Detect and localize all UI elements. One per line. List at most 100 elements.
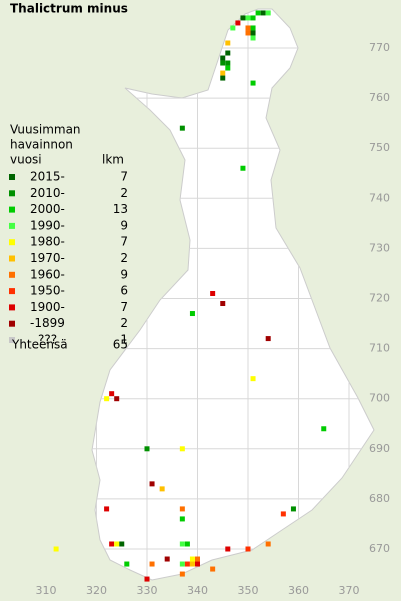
observation-square — [220, 60, 226, 66]
observation-square — [210, 290, 216, 296]
legend-count: 9 — [120, 267, 128, 281]
observation-square — [179, 446, 185, 452]
observation-square — [290, 506, 296, 512]
observation-square — [225, 60, 231, 66]
y-tick-label: 680 — [369, 492, 390, 505]
observation-square — [184, 541, 190, 547]
observation-square — [159, 486, 165, 492]
observation-square — [230, 25, 236, 31]
legend-swatch — [9, 337, 15, 343]
observation-square — [225, 50, 231, 56]
observation-square — [189, 561, 195, 567]
observations — [53, 10, 327, 582]
observation-square — [149, 481, 155, 487]
observation-square — [250, 25, 256, 31]
observation-square — [245, 30, 251, 36]
y-tick-label: 740 — [369, 191, 390, 204]
total-label: Yhteensä — [11, 338, 68, 352]
legend-heading: havainnon — [10, 138, 73, 152]
observation-square — [250, 35, 256, 41]
observation-square — [179, 571, 185, 577]
observation-square — [179, 561, 185, 567]
observation-square — [109, 541, 115, 547]
observation-square — [225, 40, 231, 46]
observation-square — [245, 546, 251, 552]
observation-square — [321, 426, 327, 432]
y-tick-label: 710 — [369, 342, 390, 355]
observation-square — [220, 301, 226, 307]
observation-square — [265, 10, 271, 16]
observation-square — [104, 506, 110, 512]
observation-square — [53, 546, 59, 552]
observation-square — [114, 396, 120, 402]
legend-label: 1970- — [30, 251, 65, 265]
map-title: Thalictrum minus — [10, 2, 128, 16]
legend-swatch — [9, 174, 15, 180]
observation-square — [149, 561, 155, 567]
x-tick-label: 370 — [339, 584, 360, 597]
x-tick-label: 340 — [187, 584, 208, 597]
observation-square — [189, 311, 195, 317]
legend-label: 1980- — [30, 235, 65, 249]
observation-square — [179, 125, 185, 131]
observation-square — [114, 541, 120, 547]
y-tick-label: 720 — [369, 292, 390, 305]
x-tick-label: 310 — [36, 584, 57, 597]
y-tick-label: 690 — [369, 442, 390, 455]
legend-label: 1900- — [30, 300, 65, 314]
legend-label: 2015- — [30, 170, 65, 184]
observation-square — [265, 336, 271, 342]
legend-count: 2 — [120, 316, 128, 330]
observation-square — [265, 541, 271, 547]
observation-square — [260, 10, 266, 16]
observation-square — [245, 25, 251, 31]
observation-square — [210, 566, 216, 572]
legend-heading: vuosi — [10, 153, 42, 167]
legend-label: 1950- — [30, 284, 65, 298]
legend-label: 2010- — [30, 186, 65, 200]
legend-label: 1960- — [30, 267, 65, 281]
legend-count: 7 — [120, 300, 128, 314]
legend-label: 1990- — [30, 218, 65, 232]
legend-count-heading: lkm — [102, 153, 124, 167]
y-tick-label: 760 — [369, 91, 390, 104]
legend-count: 7 — [120, 235, 128, 249]
y-tick-label: 670 — [369, 542, 390, 555]
observation-square — [220, 70, 226, 76]
y-tick-label: 700 — [369, 392, 390, 405]
observation-square — [240, 15, 246, 21]
legend-swatch — [9, 239, 15, 246]
legend-swatch — [9, 190, 15, 197]
observation-square — [179, 506, 185, 512]
legend-swatch — [9, 271, 15, 278]
observation-square — [225, 546, 231, 552]
observation-square — [195, 556, 200, 562]
x-tick-label: 320 — [86, 584, 107, 597]
legend-swatch — [9, 206, 15, 213]
observation-square — [255, 10, 261, 16]
legend-count: 2 — [120, 186, 128, 200]
observation-square — [240, 165, 246, 171]
legend-count: 7 — [120, 170, 128, 184]
observation-square — [250, 30, 256, 36]
y-tick-label: 730 — [369, 241, 390, 254]
observation-square — [250, 376, 256, 382]
observation-square — [124, 561, 130, 567]
observation-square — [179, 516, 185, 522]
observation-square — [144, 446, 150, 452]
observation-square — [119, 541, 125, 547]
legend-swatch — [9, 304, 15, 311]
legend-heading: Vuusimman — [10, 123, 81, 137]
y-tick-label: 770 — [369, 41, 390, 54]
observation-square — [164, 556, 170, 562]
observation-square — [280, 511, 286, 517]
legend-label: -1899 — [30, 316, 65, 330]
total-value: 65 — [113, 338, 128, 352]
observation-square — [225, 65, 231, 71]
legend-count: 9 — [120, 218, 128, 232]
observation-square — [109, 391, 115, 397]
observation-square — [245, 15, 251, 21]
